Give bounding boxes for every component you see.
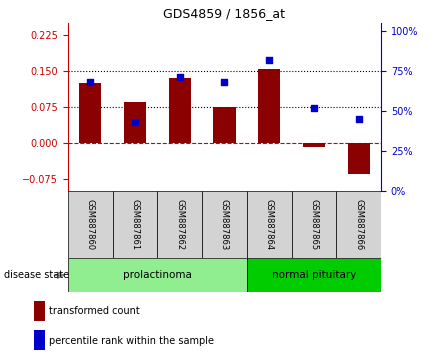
- Bar: [124, 102, 146, 143]
- Bar: [336, 191, 381, 258]
- Bar: [247, 258, 381, 292]
- Text: GSM887862: GSM887862: [175, 199, 184, 250]
- Title: GDS4859 / 1856_at: GDS4859 / 1856_at: [163, 7, 286, 21]
- Bar: [169, 78, 191, 143]
- Bar: [113, 191, 157, 258]
- Bar: [292, 191, 336, 258]
- Text: GSM887865: GSM887865: [310, 199, 318, 250]
- Bar: [157, 191, 202, 258]
- Point: [355, 116, 362, 122]
- Point: [221, 79, 228, 85]
- Point: [266, 57, 273, 63]
- Bar: [68, 191, 113, 258]
- Text: GSM887861: GSM887861: [131, 199, 139, 250]
- Text: GSM887863: GSM887863: [220, 199, 229, 250]
- Text: disease state: disease state: [4, 270, 70, 280]
- Bar: [34, 301, 45, 321]
- Bar: [68, 258, 247, 292]
- Text: GSM887860: GSM887860: [86, 199, 95, 250]
- Text: normal pituitary: normal pituitary: [272, 270, 356, 280]
- Text: GSM887866: GSM887866: [354, 199, 363, 250]
- Text: transformed count: transformed count: [49, 306, 140, 316]
- Bar: [79, 83, 102, 143]
- Text: percentile rank within the sample: percentile rank within the sample: [49, 336, 215, 346]
- Point: [311, 105, 318, 111]
- Bar: [303, 143, 325, 147]
- Bar: [34, 330, 45, 351]
- Bar: [202, 191, 247, 258]
- Point: [176, 75, 183, 80]
- Point: [87, 79, 94, 85]
- Bar: [258, 69, 280, 143]
- Bar: [213, 107, 236, 143]
- Text: GSM887864: GSM887864: [265, 199, 274, 250]
- Bar: [247, 191, 292, 258]
- Point: [131, 119, 138, 125]
- Text: prolactinoma: prolactinoma: [123, 270, 192, 280]
- Bar: [347, 143, 370, 175]
